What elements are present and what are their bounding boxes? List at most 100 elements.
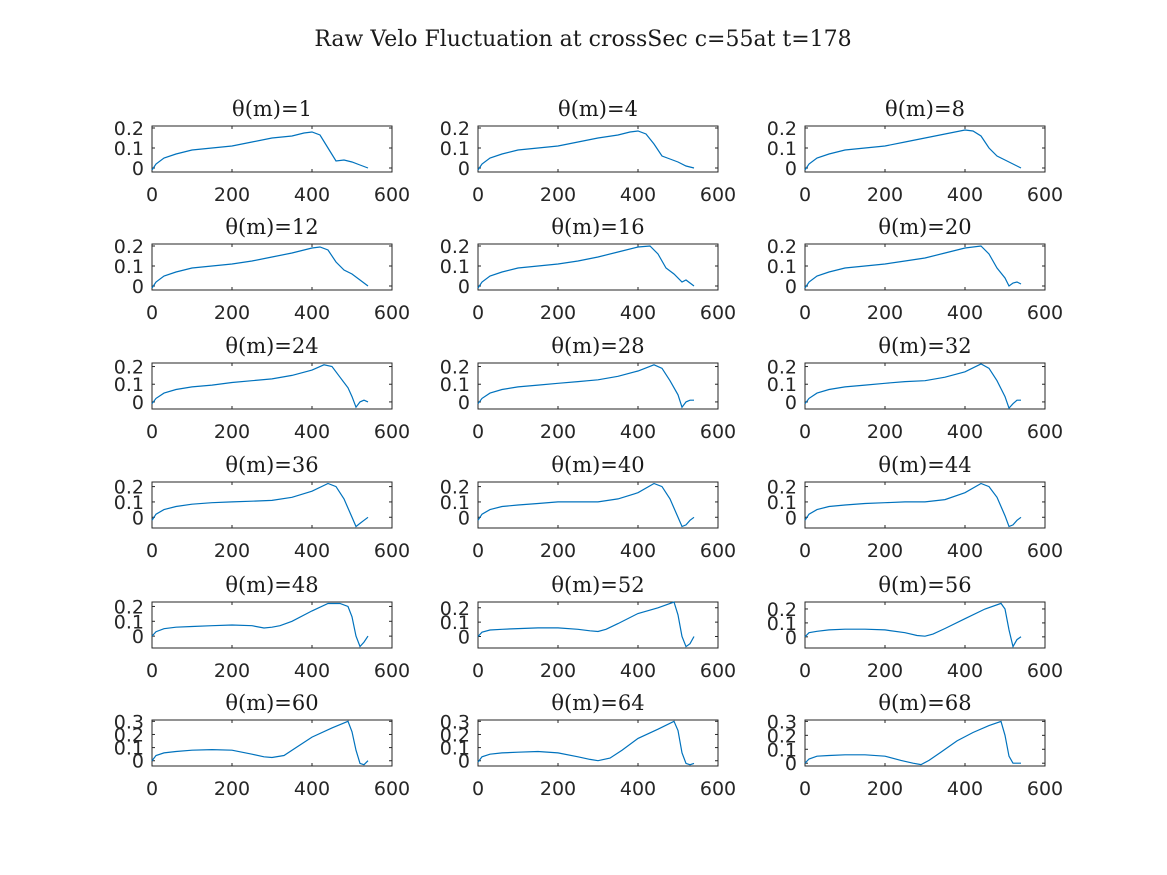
x-tick-label: 400 [947, 302, 983, 324]
x-tick-label: 200 [867, 778, 903, 800]
x-tick-label: 600 [1027, 421, 1063, 443]
x-tick-label: 400 [294, 421, 330, 443]
x-tick-label: 200 [214, 778, 250, 800]
y-tick-label: 0 [132, 392, 144, 414]
subplot-title: θ(m)=48 [225, 573, 318, 597]
data-line [804, 245, 1022, 289]
y-tick-label: 0.2 [114, 357, 144, 379]
y-tick-label: 0.2 [440, 477, 470, 499]
x-tick-label: 200 [540, 421, 576, 443]
x-tick-label: 600 [1027, 184, 1063, 206]
y-tick-label: 0.1 [440, 374, 470, 396]
y-tick-label: 0.1 [767, 256, 797, 278]
subplot-title: θ(m)=36 [225, 453, 318, 477]
subplot-title: θ(m)=20 [878, 215, 971, 239]
data-line [477, 601, 695, 648]
x-tick-label: 200 [867, 302, 903, 324]
y-tick-label: 0.1 [440, 492, 470, 514]
axes-box [804, 125, 1046, 173]
subplot-title: θ(m)=24 [225, 334, 318, 358]
x-tick-label: 400 [620, 778, 656, 800]
subplot: θ(m)=60 0 200 400 600 00.10.20.3 [114, 691, 410, 800]
data-line [477, 482, 695, 528]
x-tick-label: 600 [374, 302, 410, 324]
axes-box [804, 601, 1046, 649]
y-tick-label: 0 [132, 158, 144, 180]
subplot-title: θ(m)=44 [878, 453, 971, 477]
subplot-title: θ(m)=4 [558, 97, 638, 121]
axes-box [151, 243, 393, 291]
x-tick-label: 200 [214, 660, 250, 682]
x-tick-label: 200 [214, 184, 250, 206]
axes-box [477, 243, 719, 291]
y-tick-label: 0.1 [440, 256, 470, 278]
subplot-title: θ(m)=60 [225, 691, 318, 715]
axes-box [804, 719, 1046, 767]
axes-box [477, 125, 719, 173]
x-tick-label: 600 [374, 778, 410, 800]
x-tick-label: 0 [799, 421, 811, 443]
x-tick-label: 200 [867, 660, 903, 682]
axes-box [804, 243, 1046, 291]
data-line [151, 131, 369, 171]
y-tick-label: 0.2 [767, 599, 797, 621]
x-tick-label: 400 [620, 421, 656, 443]
x-tick-label: 400 [620, 302, 656, 324]
x-tick-label: 600 [700, 778, 736, 800]
y-tick-label: 0.2 [114, 724, 144, 746]
y-tick-label: 0 [458, 507, 470, 529]
subplot-title: θ(m)=64 [551, 691, 644, 715]
x-tick-label: 400 [947, 421, 983, 443]
y-tick-label: 0 [132, 276, 144, 298]
axes-box [477, 601, 719, 649]
y-tick-label: 0.1 [440, 138, 470, 160]
x-tick-label: 200 [540, 540, 576, 562]
subplot-title: θ(m)=52 [551, 573, 644, 597]
x-tick-label: 0 [799, 302, 811, 324]
x-tick-label: 400 [947, 540, 983, 562]
y-tick-label: 0.1 [767, 138, 797, 160]
subplot-title: θ(m)=12 [225, 215, 318, 239]
x-tick-label: 400 [294, 540, 330, 562]
y-tick-label: 0.1 [114, 256, 144, 278]
y-tick-label: 0.2 [767, 236, 797, 258]
y-tick-label: 0.2 [767, 118, 797, 140]
x-tick-label: 200 [214, 302, 250, 324]
x-tick-label: 400 [620, 540, 656, 562]
data-line [804, 363, 1021, 410]
subplot-title: θ(m)=40 [551, 453, 644, 477]
y-tick-label: 0.1 [114, 492, 144, 514]
y-tick-label: 0.1 [767, 613, 797, 635]
x-tick-label: 600 [1027, 302, 1063, 324]
y-tick-label: 0.3 [114, 711, 144, 733]
x-tick-label: 600 [700, 660, 736, 682]
subplot: θ(m)=68 0 200 400 600 00.10.20.3 [767, 691, 1063, 800]
x-tick-label: 0 [799, 778, 811, 800]
data-line [804, 720, 1021, 766]
x-tick-label: 400 [947, 660, 983, 682]
y-tick-label: 0 [458, 158, 470, 180]
x-tick-label: 600 [374, 540, 410, 562]
x-tick-label: 0 [799, 184, 811, 206]
subplot-title: θ(m)=56 [878, 573, 971, 597]
y-tick-label: 0.3 [440, 711, 470, 733]
x-tick-label: 200 [214, 540, 250, 562]
data-line [151, 602, 369, 648]
x-tick-label: 400 [294, 660, 330, 682]
subplot-title: θ(m)=16 [551, 215, 644, 239]
x-tick-label: 400 [947, 778, 983, 800]
x-tick-label: 600 [374, 660, 410, 682]
subplot-title: θ(m)=32 [878, 334, 971, 358]
x-tick-label: 200 [540, 778, 576, 800]
x-tick-label: 0 [472, 184, 484, 206]
axes-box [477, 719, 719, 767]
x-tick-label: 400 [294, 302, 330, 324]
